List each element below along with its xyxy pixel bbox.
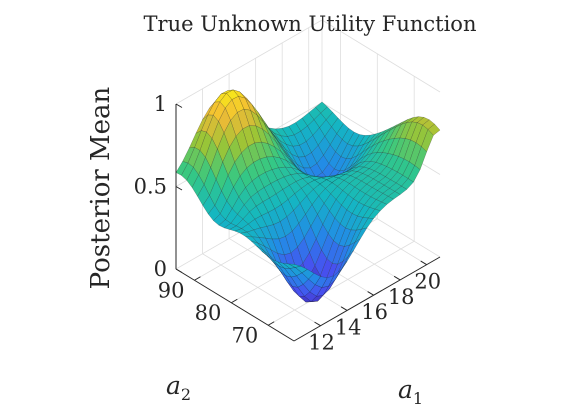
x-tick-label-0: 12 [308, 331, 335, 355]
surface-layer [175, 89, 441, 303]
x-tick-label-2: 16 [361, 300, 388, 324]
x-tick-1 [340, 306, 348, 311]
y-tick-1 [231, 298, 238, 304]
x-tick-0 [314, 321, 321, 327]
y-axis-line [175, 268, 295, 342]
z-axis-label: Posterior Mean [86, 86, 116, 289]
z-tick-1 [175, 186, 183, 191]
y-tick-label-0: 70 [231, 323, 258, 347]
x-tick-2 [367, 291, 374, 296]
grid-line-z-right-2 [321, 19, 441, 93]
y-tick-2 [194, 276, 201, 281]
z-tick-0 [175, 268, 183, 273]
x-tick-4 [420, 260, 427, 266]
x-tick-3 [393, 275, 401, 281]
z-tick-label-2: 1 [154, 92, 167, 116]
x-tick-label-4: 20 [414, 270, 441, 294]
y-tick-0 [267, 321, 275, 326]
y-axis-label-sub: 2 [181, 385, 191, 404]
y-axis-label: a2 [166, 371, 191, 404]
chart-title: True Unknown Utility Function [144, 12, 477, 36]
z-tick-label-1: 0.5 [134, 175, 167, 199]
surface-patch-0-0 [288, 263, 302, 268]
y-tick-label-1: 80 [195, 301, 222, 325]
z-tick-label-0: 0 [154, 257, 167, 281]
z-tick-2 [175, 103, 183, 108]
x-tick-label-1: 14 [335, 315, 362, 339]
grid-line-y-floor-0 [267, 240, 415, 326]
y-axis-label-base: a [166, 371, 181, 400]
x-axis-label-base: a [398, 375, 413, 404]
x-axis-label-sub: 1 [413, 389, 423, 408]
x-tick-label-3: 18 [388, 285, 415, 309]
grid-line-x-floor-0 [202, 253, 321, 327]
x-axis-label: a1 [398, 375, 423, 408]
y-tick-label-2: 90 [158, 278, 185, 302]
grid-line-z-back-2 [175, 19, 323, 105]
x-axis-line [293, 256, 441, 342]
